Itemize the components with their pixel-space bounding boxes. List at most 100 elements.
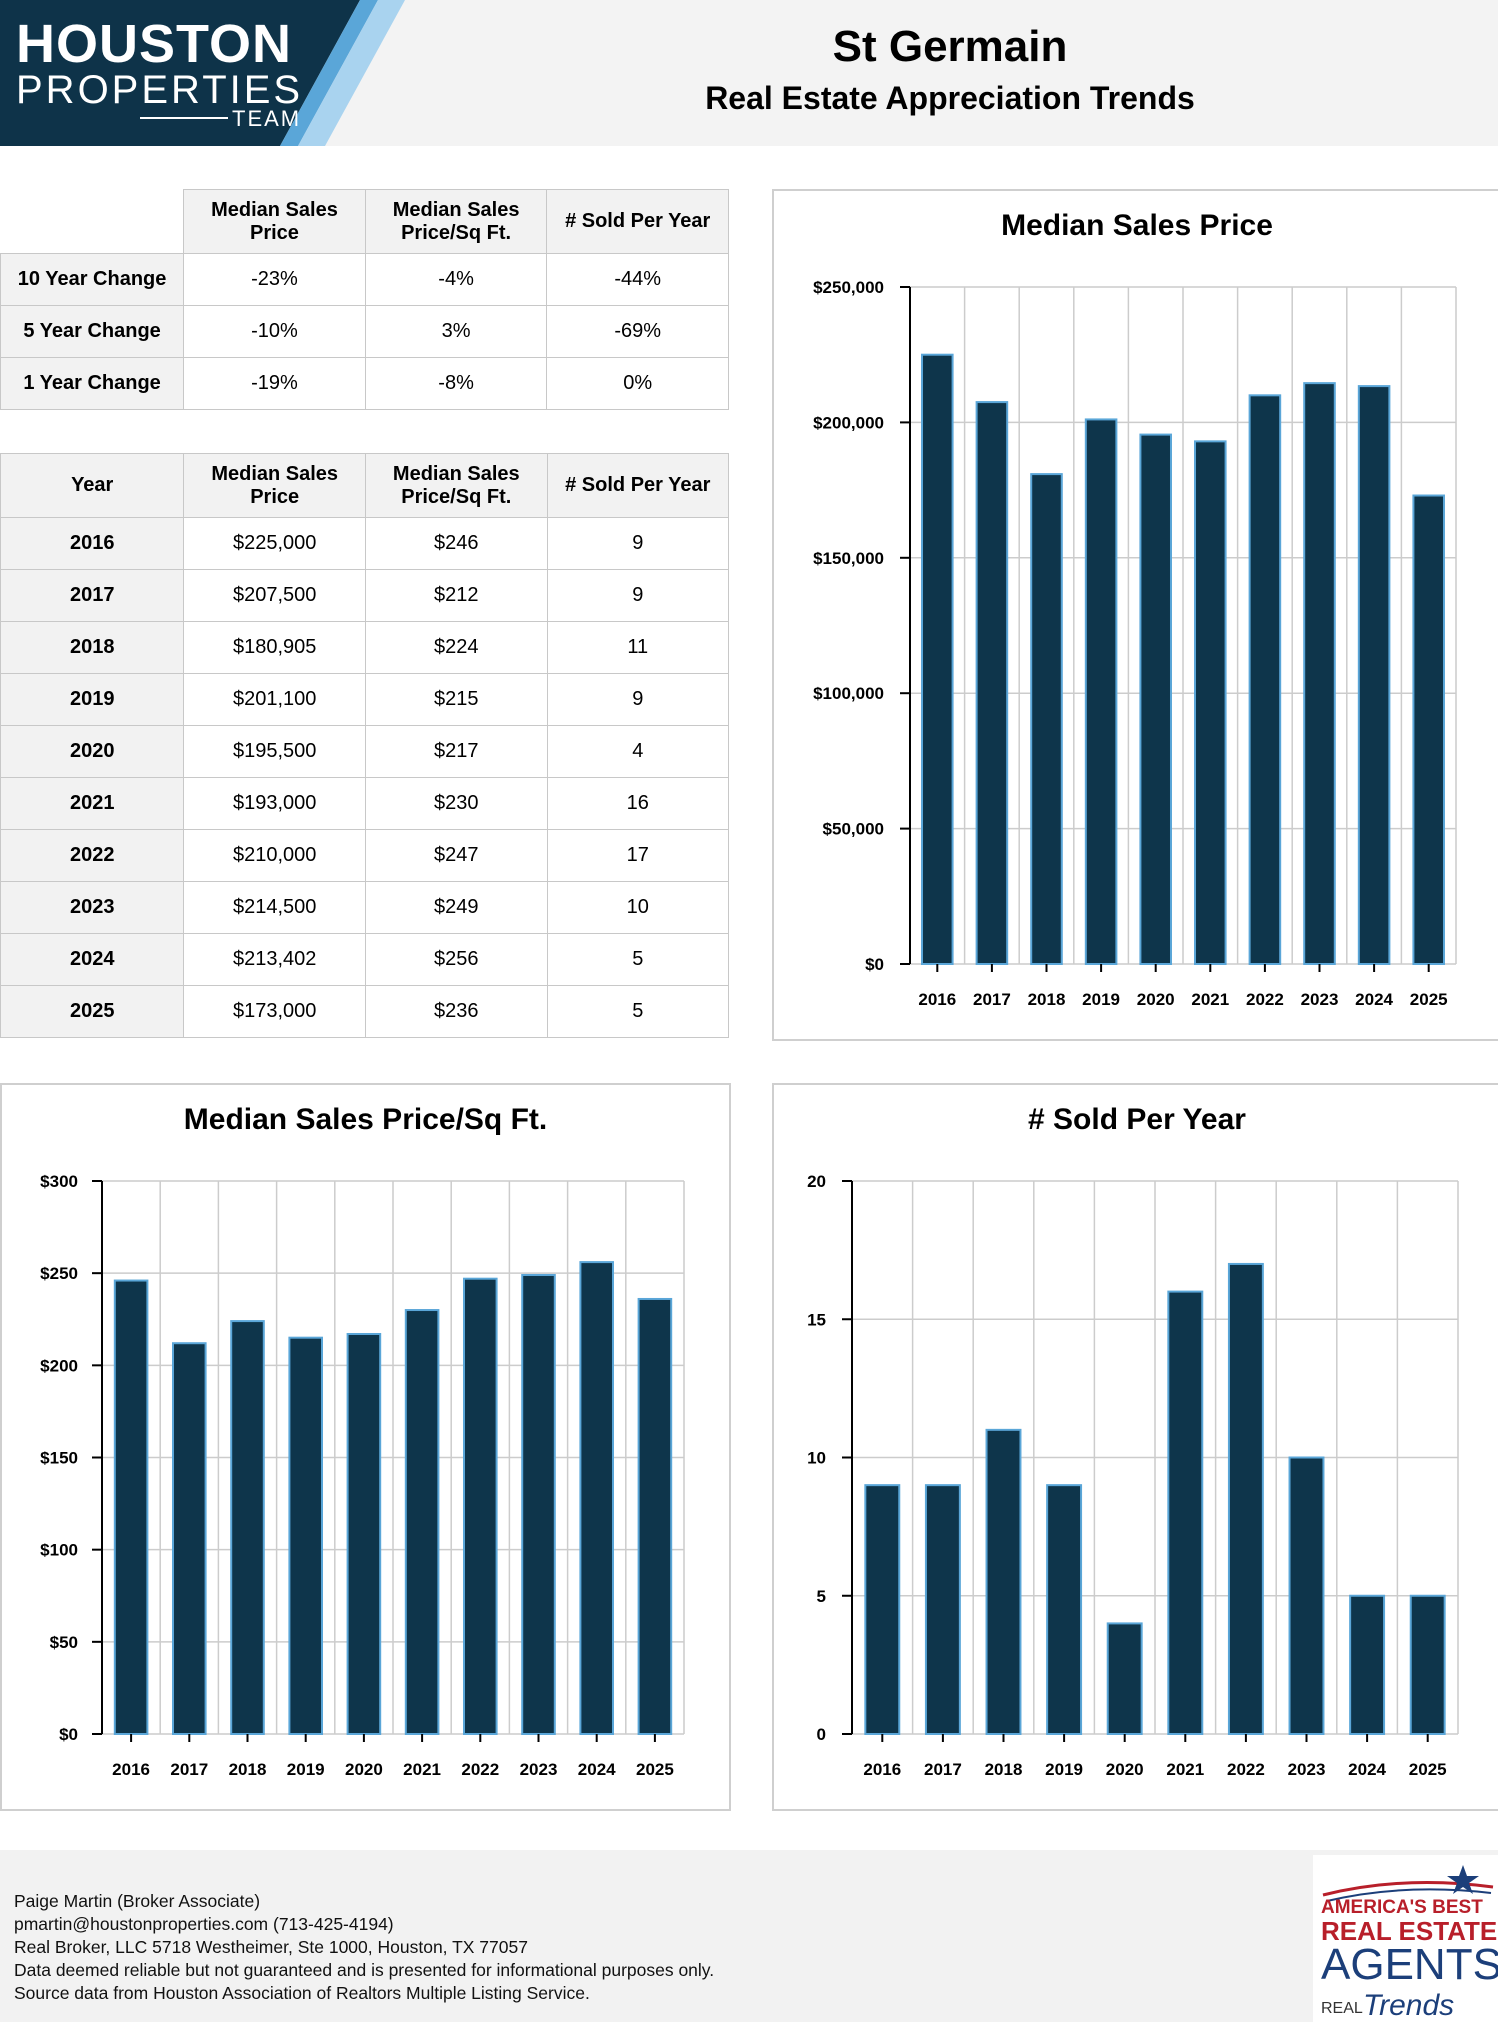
- chart-title: # Sold Per Year: [1028, 1103, 1246, 1136]
- y-tick-label: $150: [40, 1449, 78, 1468]
- logo-line-houston: HOUSTON: [16, 14, 292, 74]
- year-cell: 2018: [0, 621, 185, 674]
- x-tick-label: 2021: [403, 1760, 441, 1779]
- y-tick-label: $200: [40, 1356, 78, 1375]
- chart-title: Median Sales Price: [1001, 209, 1273, 242]
- table-row: 2018 $180,905 $224 11: [0, 621, 730, 674]
- table-cell: $201,100: [183, 673, 366, 726]
- bar-2021: [1194, 440, 1227, 965]
- table-cell: $217: [364, 725, 548, 778]
- year-col-header: # Sold Per Year: [546, 453, 730, 518]
- bar-2021: [1167, 1290, 1204, 1735]
- bar-2017: [975, 401, 1009, 965]
- table-cell: $193,000: [183, 777, 366, 830]
- y-tick-label: $250,000: [813, 278, 884, 297]
- bar-2017: [924, 1484, 961, 1735]
- bar-2022: [1227, 1262, 1264, 1735]
- x-tick-label: 2019: [287, 1760, 325, 1779]
- table-row: 1 Year Change -19% -8% 0%: [0, 357, 729, 410]
- badge-line-real: REAL: [1321, 2000, 1363, 2017]
- y-tick-label: 15: [807, 1310, 826, 1329]
- table-cell: $247: [364, 829, 548, 882]
- change-col-header: # Sold Per Year: [546, 189, 729, 254]
- table-cell: $213,402: [183, 933, 366, 986]
- table-cell: $236: [364, 985, 548, 1038]
- table-cell: $256: [364, 933, 548, 986]
- x-tick-label: 2017: [924, 1760, 962, 1779]
- table-cell: $210,000: [183, 829, 366, 882]
- table-cell: 0%: [546, 357, 729, 410]
- chart-title: Median Sales Price/Sq Ft.: [183, 1103, 548, 1136]
- table-cell: 16: [546, 777, 730, 830]
- median-price-chart: $0 $50,000 $100,000 $150,000 $200,000 $250,00…: [813, 278, 1457, 1009]
- badge-line-agents: AGENTS: [1321, 1940, 1498, 1989]
- change-table: Median Sales Price Median Sales Price/Sq…: [0, 189, 729, 410]
- table-cell: 5: [546, 985, 730, 1038]
- x-tick-label: 2018: [985, 1760, 1023, 1779]
- table-cell: -4%: [364, 253, 548, 306]
- table-cell: 10: [546, 881, 730, 934]
- bar-2025: [1409, 1594, 1446, 1735]
- y-tick-label: 10: [807, 1449, 826, 1468]
- y-tick-label: $200,000: [813, 413, 884, 432]
- table-cell: 17: [546, 829, 730, 882]
- y-tick-label: $0: [59, 1725, 78, 1744]
- bar-2018: [1030, 473, 1063, 965]
- year-cell: 2019: [0, 673, 185, 726]
- table-cell: $246: [364, 517, 548, 570]
- table-cell: $212: [364, 569, 548, 622]
- table-cell: 9: [546, 569, 730, 622]
- y-tick-label: $0: [865, 955, 884, 974]
- year-cell: 2016: [0, 517, 185, 570]
- table-cell: -19%: [183, 357, 366, 410]
- x-tick-label: 2021: [1166, 1760, 1204, 1779]
- table-cell: 9: [546, 673, 730, 726]
- bar-2023: [1288, 1456, 1325, 1735]
- logo-line-team: TEAM: [232, 106, 301, 131]
- table-cell: $173,000: [183, 985, 366, 1038]
- page-title: St Germain: [832, 22, 1068, 71]
- table-cell: 11: [546, 621, 730, 674]
- table-cell: -69%: [546, 305, 729, 358]
- table-cell: $215: [364, 673, 548, 726]
- x-tick-label: 2022: [1246, 990, 1284, 1009]
- table-row: 2017 $207,500 $212 9: [0, 569, 730, 622]
- bar-2017: [172, 1342, 207, 1735]
- table-cell: $207,500: [183, 569, 366, 622]
- x-tick-label: 2020: [1137, 990, 1175, 1009]
- footer-agent-name: Paige Martin (Broker Associate): [14, 1891, 261, 1911]
- badge-line-real-estate: REAL ESTATE: [1321, 1916, 1497, 1946]
- x-tick-label: 2024: [1348, 1760, 1386, 1779]
- bar-2025: [1412, 494, 1445, 965]
- table-cell: 9: [546, 517, 730, 570]
- page-header: HOUSTON PROPERTIES TEAM St Germain Real …: [0, 0, 1498, 146]
- price-per-sqft-chart-panel: Median Sales Price/Sq Ft. $0 $50 $100 $150 $…: [0, 1083, 731, 1811]
- table-row: 10 Year Change -23% -4% -44%: [0, 253, 729, 306]
- x-tick-label: 2018: [229, 1760, 267, 1779]
- table-cell: $225,000: [183, 517, 366, 570]
- y-tick-label: $300: [40, 1172, 78, 1191]
- year-cell: 2022: [0, 829, 185, 882]
- table-row: 2016 $225,000 $246 9: [0, 517, 730, 570]
- table-row: 2021 $193,000 $230 16: [0, 777, 730, 830]
- bar-2018: [230, 1320, 265, 1736]
- y-tick-label: $250: [40, 1264, 78, 1283]
- houston-properties-logo: HOUSTON PROPERTIES TEAM: [0, 0, 405, 146]
- y-tick-label: $100: [40, 1541, 78, 1560]
- bar-2021: [404, 1309, 440, 1736]
- table-cell: -10%: [183, 305, 366, 358]
- y-tick-label: $50,000: [823, 820, 884, 839]
- table-row: 2025 $173,000 $236 5: [0, 985, 730, 1038]
- x-tick-label: 2019: [1082, 990, 1120, 1009]
- bar-2020: [1106, 1622, 1143, 1736]
- badge-line-trends: Trends: [1363, 1989, 1454, 2022]
- footer-brokerage: Real Broker, LLC 5718 Westheimer, Ste 10…: [14, 1937, 528, 1957]
- x-tick-label: 2016: [112, 1760, 150, 1779]
- year-cell: 2025: [0, 985, 185, 1038]
- badge-line-americas-best: AMERICA'S BEST: [1321, 1897, 1483, 1918]
- x-tick-label: 2025: [1409, 1760, 1447, 1779]
- logo-line-properties: PROPERTIES: [16, 68, 303, 112]
- y-tick-label: 5: [817, 1587, 826, 1606]
- x-tick-label: 2024: [578, 1760, 616, 1779]
- table-row: 2020 $195,500 $217 4: [0, 725, 730, 778]
